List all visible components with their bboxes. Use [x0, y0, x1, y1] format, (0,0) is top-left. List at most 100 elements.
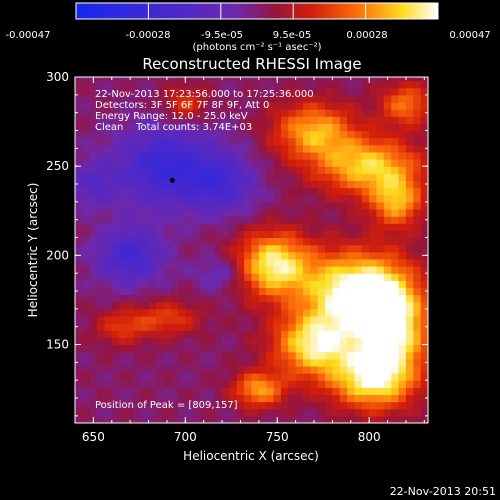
heatmap-cell: [133, 251, 142, 260]
heatmap-cell: [325, 365, 333, 374]
heatmap-cell: [133, 194, 142, 203]
heatmap-cell: [376, 266, 385, 274]
heatmap-cell: [258, 230, 267, 239]
heatmap-cell: [75, 216, 83, 224]
heatmap-cell: [119, 358, 128, 367]
heatmap-cell: [236, 94, 245, 103]
heatmap-cell: [200, 194, 208, 203]
heatmap-cell: [413, 301, 422, 310]
heatmap-cell: [398, 187, 407, 196]
heatmap-cell: [398, 230, 407, 239]
heatmap-cell: [405, 101, 414, 110]
heatmap-cell: [141, 373, 150, 381]
heatmap-cell: [200, 301, 208, 310]
heatmap-cell: [266, 258, 275, 267]
heatmap-cell: [200, 337, 208, 346]
heatmap-cell: [177, 394, 186, 403]
heatmap-cell: [82, 401, 91, 410]
heatmap-cell: [413, 308, 422, 317]
heatmap-cell: [347, 380, 356, 388]
heatmap-cell: [192, 151, 201, 160]
heatmap-cell: [97, 230, 106, 239]
heatmap-cell: [200, 87, 208, 96]
heatmap-cell: [200, 180, 208, 189]
heatmap-cell: [288, 415, 297, 423]
heatmap-cell: [236, 109, 245, 117]
heatmap-cell: [383, 87, 392, 96]
heatmap-cell: [214, 287, 223, 296]
colorbar-gradient: [75, 2, 439, 20]
heatmap-cell: [141, 216, 150, 224]
heatmap-cell: [97, 337, 106, 346]
heatmap-cell: [266, 401, 275, 410]
heatmap-cell: [325, 387, 333, 396]
heatmap-cell: [266, 166, 275, 174]
heatmap-cell: [391, 244, 400, 253]
heatmap-cell: [82, 380, 91, 388]
heatmap-cell: [236, 251, 245, 260]
heatmap-cell: [75, 180, 83, 189]
heatmap-cell: [89, 180, 98, 189]
heatmap-cell: [192, 323, 201, 331]
heatmap-cell: [75, 130, 83, 139]
heatmap-cell: [177, 380, 186, 388]
heatmap-cell: [148, 387, 157, 396]
heatmap-cell: [288, 237, 297, 246]
heatmap-cell: [361, 137, 370, 146]
heatmap-cell: [420, 230, 428, 239]
heatmap-cell: [236, 87, 245, 96]
heatmap-cell: [97, 315, 106, 324]
heatmap-cell: [170, 373, 179, 381]
heatmap-cell: [347, 408, 356, 417]
heatmap-cell: [148, 216, 157, 224]
heatmap-cell: [89, 109, 98, 117]
heatmap-cell: [258, 244, 267, 253]
heatmap-cell: [288, 144, 297, 153]
heatmap-cell: [170, 116, 179, 124]
heatmap-cell: [200, 280, 208, 289]
heatmap-cell: [82, 387, 91, 396]
heatmap-cell: [251, 373, 260, 381]
heatmap-cell: [141, 380, 150, 388]
heatmap-cell: [214, 180, 223, 189]
heatmap-cell: [332, 401, 341, 410]
heatmap-cell: [141, 415, 150, 423]
heatmap-cell: [405, 358, 414, 367]
heatmap-cell: [258, 365, 267, 374]
heatmap-cell: [332, 187, 341, 196]
heatmap-cell: [126, 144, 135, 153]
heatmap-cell: [295, 244, 304, 253]
heatmap-cell: [310, 123, 319, 132]
heatmap-cell: [405, 216, 414, 224]
heatmap-cell: [280, 137, 289, 146]
heatmap-cell: [266, 330, 275, 338]
heatmap-cell: [214, 394, 223, 403]
heatmap-cell: [177, 187, 186, 196]
heatmap-cell: [104, 101, 113, 110]
heatmap-cell: [288, 244, 297, 253]
heatmap-cell: [302, 180, 311, 189]
heatmap-cell: [200, 365, 208, 374]
heatmap-cell: [141, 301, 150, 310]
heatmap-cell: [82, 258, 91, 267]
heatmap-cell: [97, 137, 106, 146]
heatmap-cell: [354, 301, 363, 310]
heatmap-cell: [163, 244, 172, 253]
heatmap-cell: [185, 223, 194, 231]
heatmap-cell: [398, 94, 407, 103]
heatmap-cell: [148, 109, 157, 117]
heatmap-cell: [177, 223, 186, 231]
heatmap-cell: [119, 315, 128, 324]
heatmap-cell: [126, 380, 135, 388]
heatmap-cell: [133, 94, 142, 103]
heatmap-cell: [383, 109, 392, 117]
heatmap-cell: [75, 337, 83, 346]
heatmap-cell: [413, 373, 422, 381]
heatmap-cell: [177, 323, 186, 331]
heatmap-cell: [251, 251, 260, 260]
heatmap-cell: [119, 144, 128, 153]
heatmap-cell: [133, 144, 142, 153]
heatmap-cell: [295, 358, 304, 367]
heatmap-cell: [141, 101, 150, 110]
heatmap-cell: [200, 201, 208, 210]
